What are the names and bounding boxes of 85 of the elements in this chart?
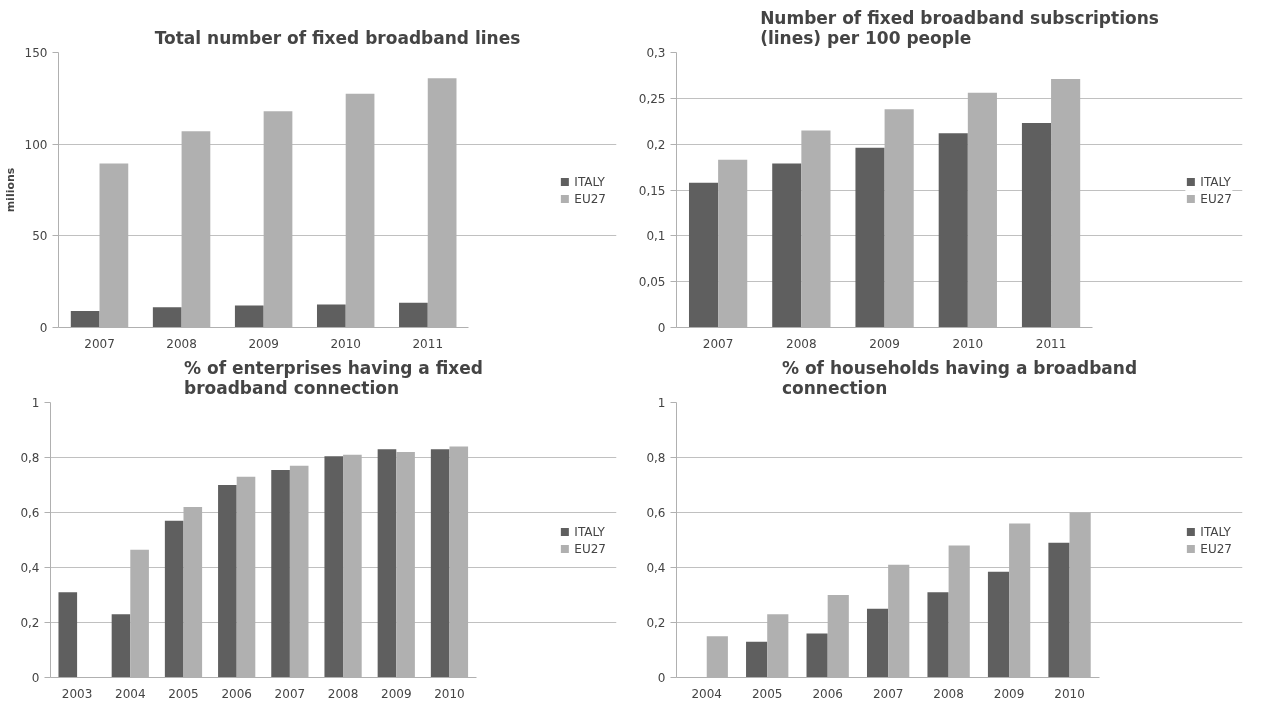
y-tick-label: 0,3 <box>646 46 666 60</box>
x-tick-label: 2010 <box>952 336 984 351</box>
bar <box>316 304 346 328</box>
x-tick-label: 2008 <box>786 336 817 351</box>
bar <box>688 182 719 328</box>
y-tick-label: 1 <box>657 396 666 410</box>
bar <box>164 520 184 678</box>
chart-title: % of households having a broadband connection <box>781 357 1138 398</box>
x-tick-label: 2005 <box>751 686 783 701</box>
bar <box>218 485 237 678</box>
legend-label: ITALY <box>574 524 605 538</box>
y-tick-label: 0,25 <box>638 91 666 106</box>
x-tick-label: 2007 <box>84 336 115 351</box>
y-tick-label: 0 <box>31 671 40 685</box>
x-tick-label: 2010 <box>1054 686 1085 701</box>
legend-label: EU27 <box>574 541 606 555</box>
y-tick-label: 1 <box>31 396 40 410</box>
y-tick-label: 0,15 <box>638 183 666 198</box>
y-tick-label: 0,2 <box>646 137 666 152</box>
bar <box>1021 123 1052 328</box>
legend-label: EU27 <box>1200 191 1232 205</box>
bar <box>58 592 78 678</box>
bar <box>70 311 100 328</box>
legend-label: ITALY <box>574 174 605 188</box>
x-tick-label: 2004 <box>115 686 146 701</box>
x-tick-label: 2009 <box>869 336 900 351</box>
y-tick-label: 0,8 <box>20 451 40 465</box>
chart-title: Number of fixed broadband subscriptions (lines) per 100 people <box>760 7 1159 48</box>
y-tick-label: 150 <box>24 46 48 60</box>
x-tick-label: 2008 <box>933 686 964 701</box>
bar <box>746 641 768 678</box>
x-tick-label: 2007 <box>702 336 734 351</box>
x-tick-label: 2011 <box>1035 336 1067 351</box>
y-tick-label: 0,4 <box>20 561 40 575</box>
bar <box>866 608 889 678</box>
bar <box>324 456 344 678</box>
bar <box>1048 542 1070 678</box>
x-tick-label: 2005 <box>168 686 199 701</box>
bar <box>152 307 182 328</box>
y-tick-label: 0,8 <box>646 451 666 465</box>
y-tick-label: 0,2 <box>646 616 666 630</box>
y-tick-label: 0,05 <box>638 275 666 290</box>
bar <box>377 449 397 678</box>
bar <box>927 592 949 678</box>
y-tick-label: 50 <box>32 229 48 244</box>
x-tick-label: 2010 <box>434 686 465 701</box>
y-tick-label: 0,6 <box>20 506 40 520</box>
x-tick-label: 2007 <box>872 686 904 701</box>
bar <box>938 133 968 328</box>
bar <box>234 305 264 328</box>
x-tick-label: 2004 <box>691 686 723 701</box>
y-tick-label: 0,4 <box>646 561 666 575</box>
y-tick-label: 0 <box>657 321 666 335</box>
bar <box>399 302 428 328</box>
x-tick-label: 2008 <box>327 686 359 701</box>
legend-label: EU27 <box>1200 541 1232 555</box>
legend-label: ITALY <box>1200 174 1231 188</box>
bar <box>111 614 131 678</box>
y-tick-label: 0,6 <box>646 506 666 520</box>
x-tick-label: 2006 <box>221 686 252 701</box>
legend-label: EU27 <box>574 191 606 205</box>
x-tick-label: 2011 <box>412 336 444 351</box>
x-tick-label: 2007 <box>274 686 306 701</box>
legend-label: ITALY <box>1200 524 1231 538</box>
bar <box>855 147 885 328</box>
y-tick-label: 0 <box>657 671 666 685</box>
bar <box>987 571 1010 678</box>
y-tick-label: 0,2 <box>20 616 40 630</box>
x-tick-label: 2010 <box>330 336 361 351</box>
y-tick-label: 0 <box>39 321 48 335</box>
chart-title: % of enterprises having a fixed broadband connection <box>183 357 484 398</box>
y-tick-label: 0,1 <box>646 229 666 244</box>
y-axis-title: milions <box>3 167 17 213</box>
x-tick-label: 2009 <box>993 686 1025 701</box>
x-tick-label: 2003 <box>61 686 93 701</box>
bar <box>271 469 290 678</box>
y-tick-label: 100 <box>24 137 48 152</box>
chart-title: Total number of fixed broadband lines <box>154 27 521 48</box>
x-tick-label: 2009 <box>381 686 412 701</box>
x-tick-label: 2006 <box>812 686 843 701</box>
bar <box>430 449 450 678</box>
bar <box>806 633 828 678</box>
x-tick-label: 2008 <box>166 336 197 351</box>
x-tick-label: 2009 <box>248 336 279 351</box>
bar <box>772 163 802 328</box>
